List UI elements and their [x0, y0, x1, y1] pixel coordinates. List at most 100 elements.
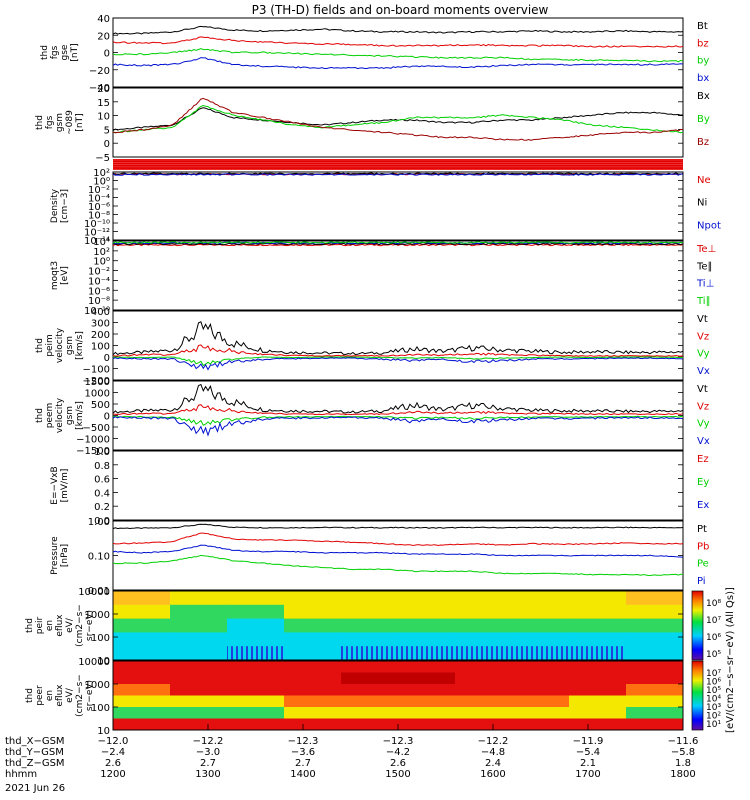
colorbar-tick-label: 10⁵: [706, 650, 721, 660]
panel-fgs_gsm: 20 15 10 5 0 −5 thd fgs gsm ~089 [nT] Bx By Bz: [35, 84, 710, 164]
y-tick-label: −200: [83, 376, 110, 387]
heatmap-cell: [398, 646, 456, 661]
heatmap-cell: [284, 684, 342, 696]
y-axis-label: gsm: [65, 336, 75, 355]
y-tick-label: 0.4: [94, 488, 110, 499]
colorbar-peir_eflux: 10⁸ 10⁷ 10⁶ 10⁵: [691, 590, 721, 661]
heatmap-cell: [512, 591, 570, 606]
legend-label: Vt: [697, 384, 708, 395]
x-tick-label: −3.6: [291, 747, 315, 758]
heatmap-cell: [227, 718, 285, 731]
x-tick-label: 1200: [100, 769, 125, 780]
heatmap-cell: [113, 604, 171, 620]
panel-frame: [112, 171, 684, 241]
y-axis-label: [km/s]: [75, 401, 85, 430]
y-axis-label: [eV]: [60, 266, 70, 285]
heatmap-cell: [170, 618, 228, 633]
y-axis-label: [km/s]: [75, 331, 85, 360]
y-tick-label: −1000: [76, 435, 110, 446]
x-tick-label: −12.2: [193, 736, 224, 747]
y-axis-label: peir: [35, 616, 45, 634]
series-line-fgs_gse-0: [112, 25, 684, 35]
heatmap-cell: [170, 604, 228, 620]
y-axis-label: [cm−3]: [60, 189, 70, 223]
chart-title: P3 (TH-D) fields and on-board moments ov…: [252, 3, 549, 17]
y-tick-label: 10⁻⁴: [88, 194, 110, 205]
heatmap-cell: [569, 591, 627, 606]
x-axis-row-label: thd_Y−GSM: [5, 747, 64, 758]
legend-label: Vy: [697, 419, 710, 430]
y-tick-label: −5: [95, 153, 110, 164]
heatmap-cell: [227, 695, 285, 708]
legend-label: Ti∥: [696, 296, 711, 307]
heatmap-cell: [170, 718, 228, 731]
heatmap-cell: [284, 591, 342, 606]
series-line-temperature-3: [112, 241, 684, 244]
y-axis-label: peer: [35, 685, 45, 706]
panel-peir_eflux: 10⁸ 10⁷ 10⁶ 10⁵ 10000 1000 100 10 thd peir en eflux…: [25, 587, 721, 667]
legend-label: Ez: [697, 454, 709, 465]
y-tick-label: 1.0: [94, 447, 110, 458]
y-tick-label: 100: [91, 342, 110, 353]
heatmap-cell: [113, 661, 171, 673]
panel-frame: [112, 87, 684, 158]
x-tick-label: 2.4: [485, 758, 501, 769]
colorbar-label: [eV/(cm2−s−sr−eV) (All Qs)]: [725, 587, 736, 733]
legend-label: Te∥: [696, 261, 713, 272]
x-tick-label: −12.3: [383, 736, 414, 747]
series-line-peim_velocity-2: [112, 356, 684, 367]
y-tick-label: 10⁰: [93, 177, 110, 188]
series-line-pressure-1: [112, 532, 684, 547]
heatmap-cell: [284, 695, 342, 708]
heatmap-cell: [341, 604, 399, 620]
x-tick-label: 1800: [670, 769, 695, 780]
colorbar-tick-label: 10⁶: [706, 633, 721, 643]
legend-label: Bx: [697, 91, 710, 102]
heatmap-cell: [170, 646, 228, 661]
heatmap-cell: [569, 646, 627, 661]
y-tick-label: 0.01: [88, 586, 110, 597]
y-axis-label: eflux: [55, 684, 65, 707]
y-tick-label: −500: [83, 423, 110, 434]
y-axis-label: eflux: [55, 614, 65, 637]
y-axis-label: en: [45, 620, 55, 631]
y-axis-label: gsm: [55, 113, 65, 132]
legend-label: Ti⊥: [696, 279, 714, 290]
legend-label: Pi: [697, 576, 706, 587]
heatmap-cell: [569, 684, 627, 696]
series-line-fgs_gse-2: [112, 48, 684, 63]
y-axis-label: [nT]: [75, 113, 85, 131]
panel-frame: [112, 17, 684, 88]
heatmap-cell: [455, 707, 513, 719]
y-tick-label: −40: [89, 83, 110, 94]
heatmap-cell: [341, 695, 399, 708]
x-tick-label: 2.7: [200, 758, 216, 769]
heatmap-cell: [455, 684, 513, 696]
x-axis-row-label: thd_Z−GSM: [5, 758, 65, 769]
y-tick-label: 10⁻²: [88, 185, 110, 196]
y-axis-label: thd: [40, 45, 50, 60]
heatmap-cell: [626, 618, 684, 633]
y-axis-label: eV/: [65, 687, 75, 703]
heatmap-cell: [113, 684, 171, 696]
heatmap-cell: [284, 646, 342, 661]
heatmap-cell: [113, 646, 171, 661]
legend-label: Vz: [697, 401, 709, 412]
legend-label: Vy: [697, 349, 710, 360]
quality-flag-bar: [113, 159, 683, 170]
heatmap-cell: [398, 591, 456, 606]
heatmap-cell: [341, 591, 399, 606]
heatmap-cell: [512, 672, 570, 685]
heatmap-cell: [284, 632, 342, 647]
heatmap-cell: [341, 632, 399, 647]
x-tick-label: −5.8: [671, 747, 695, 758]
heatmap-cell: [455, 718, 513, 731]
heatmap-cell: [512, 618, 570, 633]
legend-label: Vt: [697, 314, 708, 325]
heatmap-cell: [455, 695, 513, 708]
y-axis-label: thd: [35, 408, 45, 423]
heatmap-cell: [398, 695, 456, 708]
y-tick-label: −100: [83, 365, 110, 376]
heatmap-cell: [512, 695, 570, 708]
heatmap-cell: [569, 618, 627, 633]
